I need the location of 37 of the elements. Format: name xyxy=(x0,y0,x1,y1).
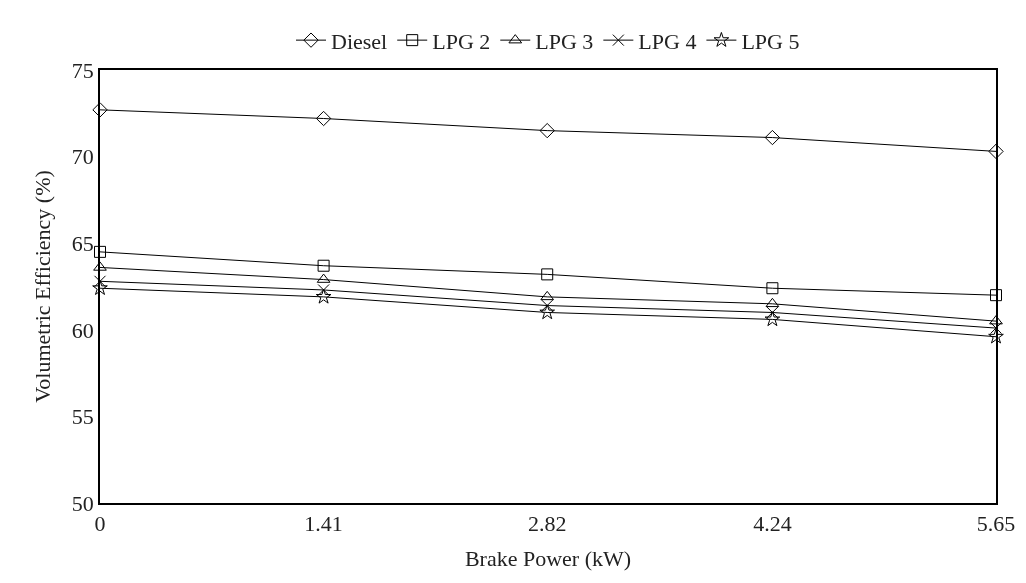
legend-label: Diesel xyxy=(331,28,388,54)
x-tick-label: 5.65 xyxy=(976,511,1016,537)
legend-label: LPG 2 xyxy=(432,28,491,54)
y-tick-label: 60 xyxy=(71,317,94,343)
point xyxy=(94,245,106,258)
point xyxy=(541,268,554,281)
point xyxy=(315,110,332,127)
point xyxy=(93,261,107,271)
y-axis-title: Volumetric Efficiency (%) xyxy=(30,170,56,403)
legend-label: LPG 3 xyxy=(535,28,594,54)
y-tick-label: 65 xyxy=(71,230,94,256)
point xyxy=(764,129,781,146)
point xyxy=(989,315,1003,325)
legend-label: LPG 4 xyxy=(638,28,697,54)
point xyxy=(988,328,1004,344)
y-tick-label: 75 xyxy=(71,57,94,83)
legend-label: LPG 5 xyxy=(741,28,800,54)
point xyxy=(92,280,108,295)
point xyxy=(540,290,555,301)
x-tick-label: 1.41 xyxy=(304,511,343,537)
y-tick-label: 70 xyxy=(71,144,94,170)
point xyxy=(315,288,332,304)
y-tick-label: 50 xyxy=(71,490,94,516)
x-tick-label: 2.82 xyxy=(527,511,567,537)
x-axis-title: Brake Power (kW) xyxy=(464,545,632,571)
point xyxy=(317,259,330,272)
point xyxy=(988,143,1004,160)
point xyxy=(539,122,555,139)
point xyxy=(765,297,780,308)
y-tick-label: 55 xyxy=(71,404,94,430)
point xyxy=(92,102,108,118)
point xyxy=(764,311,781,327)
point xyxy=(539,304,556,320)
x-tick-label: 4.24 xyxy=(753,511,792,537)
x-tick-label: 0 xyxy=(94,511,106,537)
point xyxy=(766,282,779,295)
point xyxy=(990,289,1002,302)
